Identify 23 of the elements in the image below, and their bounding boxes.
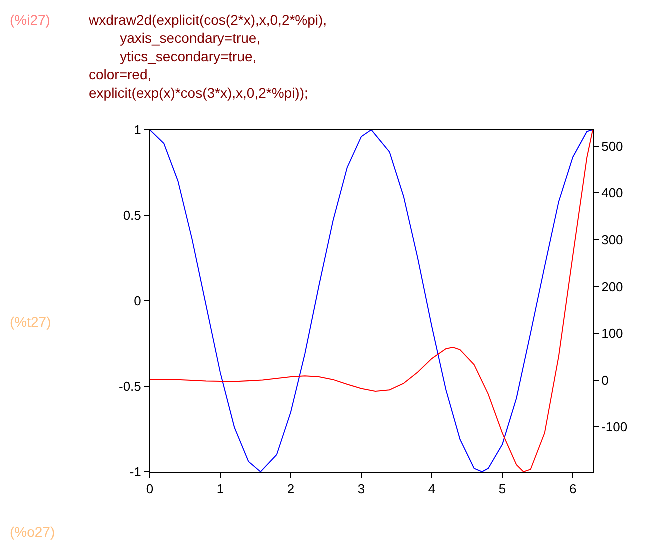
y-tick-label: -0.5 [118,379,142,394]
y2-tick-label: 0 [602,372,609,388]
y2-tick-label: 500 [602,138,624,154]
text: (%o27) [10,524,56,540]
x-tick-label: 5 [498,482,506,497]
x-tick-label: 6 [569,482,577,497]
y-tick-label: 0.5 [123,208,142,224]
y2-tick-label: 200 [602,279,624,294]
y2-tick-label: 100 [602,326,624,342]
x-tick-label: 3 [358,482,366,497]
text: (%i27) [10,12,50,28]
x-tick-label: 1 [216,482,224,497]
y-tick-label: 1 [134,122,142,138]
y-tick-label: 0 [134,294,142,309]
x-tick-label: 4 [428,482,436,497]
text: wxdraw2d(explicit(cos(2*x),x,0,2*%pi), yaxis_secondary=true, ytics_secondary=true, color=red, explicit(exp(x)*cos(3*x),x,0,2*%pi)); [88,12,328,101]
x-tick-label: 2 [287,482,295,497]
y-tick-label: -1 [130,464,142,480]
y2-tick-label: 300 [602,232,624,248]
y2-tick-label: -100 [602,420,628,435]
text: (%t27) [10,314,52,330]
x-tick-label: 0 [146,482,154,497]
y2-tick-label: 400 [602,186,624,201]
